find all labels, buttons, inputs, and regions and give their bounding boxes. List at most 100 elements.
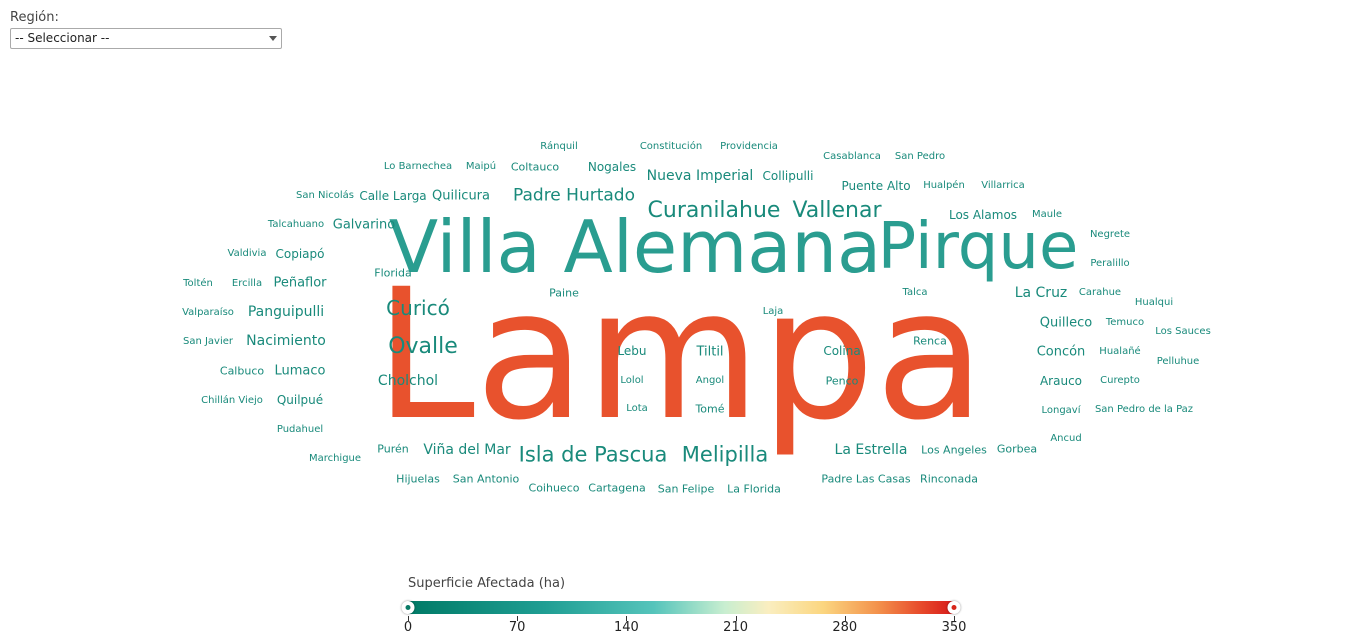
word-vallenar[interactable]: Vallenar [792,198,882,223]
word-los-angeles[interactable]: Los Angeles [921,443,987,457]
word-villa-alemana[interactable]: Villa Alemana [388,205,882,289]
word-rinconada[interactable]: Rinconada [920,472,978,486]
word-padre-las-casas[interactable]: Padre Las Casas [821,472,911,486]
word-copiapo[interactable]: Copiapó [275,247,325,261]
word-paine[interactable]: Paine [549,286,579,300]
word-quilleco[interactable]: Quilleco [1039,315,1093,331]
word-penco[interactable]: Penco [825,374,859,388]
word-providencia[interactable]: Providencia [720,141,778,152]
word-cartagena[interactable]: Cartagena [588,481,646,495]
word-calle-larga[interactable]: Calle Larga [359,189,427,203]
word-pirque[interactable]: Pirque [877,210,1079,284]
word-coihueco[interactable]: Coihueco [528,481,580,495]
legend-tick [626,616,628,621]
word-penaflor[interactable]: Peñaflor [273,275,327,291]
word-los-alamos[interactable]: Los Alamos [948,208,1018,222]
word-gorbea[interactable]: Gorbea [996,442,1038,456]
word-coltauco[interactable]: Coltauco [510,160,560,174]
word-curanilahue[interactable]: Curanilahue [647,198,781,223]
word-san-pedro[interactable]: San Pedro [894,151,946,162]
word-puente-alto[interactable]: Puente Alto [841,179,911,193]
word-maule[interactable]: Maule [1031,209,1063,220]
word-arauco[interactable]: Arauco [1039,374,1083,388]
word-quilpue[interactable]: Quilpué [276,393,324,407]
word-florida[interactable]: Florida [374,266,412,280]
word-maipu[interactable]: Maipú [465,161,497,172]
word-hualpen[interactable]: Hualpén [923,180,965,191]
word-hijuelas[interactable]: Hijuelas [396,472,440,486]
word-ranquil[interactable]: Ránquil [540,141,578,152]
word-angol[interactable]: Angol [695,375,725,386]
word-concon[interactable]: Concón [1036,344,1086,360]
legend-gradient-bar [408,601,954,614]
word-nueva-imperial[interactable]: Nueva Imperial [646,168,754,184]
word-lebu[interactable]: Lebu [617,344,647,358]
word-valdivia[interactable]: Valdivia [227,248,267,259]
word-san-pedro-de-la-paz[interactable]: San Pedro de la Paz [1094,404,1194,415]
word-peralillo[interactable]: Peralillo [1090,258,1130,269]
word-negrete[interactable]: Negrete [1089,229,1131,240]
word-lo-barnechea[interactable]: Lo Barnechea [383,161,453,172]
word-melipilla[interactable]: Melipilla [681,442,769,467]
word-cholchol[interactable]: Cholchol [377,373,439,389]
word-hualane[interactable]: Hualañé [1099,346,1141,357]
word-la-cruz[interactable]: La Cruz [1014,285,1068,301]
word-tome[interactable]: Tomé [695,402,725,416]
legend-tick [517,616,519,621]
word-la-estrella[interactable]: La Estrella [834,442,908,458]
word-temuco[interactable]: Temuco [1105,317,1145,328]
word-laja[interactable]: Laja [762,306,784,317]
word-lampa[interactable]: Lampa [374,251,986,460]
word-isla-de-pascua[interactable]: Isla de Pascua [518,442,668,467]
word-chillan-viejo[interactable]: Chillán Viejo [201,395,263,406]
word-nogales[interactable]: Nogales [587,160,637,174]
word-renca[interactable]: Renca [913,334,947,348]
word-san-antonio[interactable]: San Antonio [452,472,520,486]
legend-tick-label: 140 [613,620,639,635]
word-hualqui[interactable]: Hualqui [1134,297,1174,308]
word-marchigue[interactable]: Marchigue [308,453,362,464]
chevron-down-icon [269,36,277,41]
word-calbuco[interactable]: Calbuco [219,364,265,378]
word-colina[interactable]: Colina [823,344,861,358]
word-vina-del-mar[interactable]: Viña del Mar [423,442,511,458]
word-villarrica[interactable]: Villarrica [981,180,1025,191]
legend-tick-label: 210 [723,620,749,635]
word-tiltil[interactable]: Tiltil [696,344,724,360]
word-curico[interactable]: Curicó [386,296,450,320]
word-casablanca[interactable]: Casablanca [823,151,881,162]
legend-max-handle[interactable] [947,601,961,614]
word-valparaiso[interactable]: Valparaíso [182,307,234,318]
region-select-value: -- Seleccionar -- [15,31,110,45]
word-san-javier[interactable]: San Javier [182,336,234,347]
word-quilicura[interactable]: Quilicura [431,188,491,204]
region-select[interactable]: -- Seleccionar -- [10,28,282,49]
legend-min-handle[interactable] [401,601,415,614]
word-puren[interactable]: Purén [377,442,409,456]
word-longavi[interactable]: Longaví [1041,405,1081,416]
word-carahue[interactable]: Carahue [1078,287,1122,298]
word-san-nicolas[interactable]: San Nicolás [296,190,354,201]
word-lota[interactable]: Lota [626,403,648,414]
legend-tick-label: 70 [508,620,526,635]
word-san-felipe[interactable]: San Felipe [657,482,715,496]
word-tolten[interactable]: Toltén [183,278,213,289]
word-lolol[interactable]: Lolol [620,375,644,386]
word-panguipulli[interactable]: Panguipulli [247,304,325,320]
word-ancud[interactable]: Ancud [1050,433,1082,444]
word-collipulli[interactable]: Collipulli [762,169,814,183]
word-talca[interactable]: Talca [902,287,928,298]
word-constitucion[interactable]: Constitución [639,141,703,152]
word-ovalle[interactable]: Ovalle [388,334,458,359]
word-la-florida[interactable]: La Florida [727,482,781,496]
word-padre-hurtado[interactable]: Padre Hurtado [513,185,635,206]
word-lumaco[interactable]: Lumaco [274,363,326,379]
word-pelluhue[interactable]: Pelluhue [1156,356,1200,367]
word-curepto[interactable]: Curepto [1100,375,1140,386]
word-galvarino[interactable]: Galvarino [332,217,396,233]
word-pudahuel[interactable]: Pudahuel [276,424,324,435]
word-los-sauces[interactable]: Los Sauces [1155,326,1211,337]
word-ercilla[interactable]: Ercilla [231,278,263,289]
word-nacimiento[interactable]: Nacimiento [246,333,326,349]
word-talcahuano[interactable]: Talcahuano [267,219,325,230]
